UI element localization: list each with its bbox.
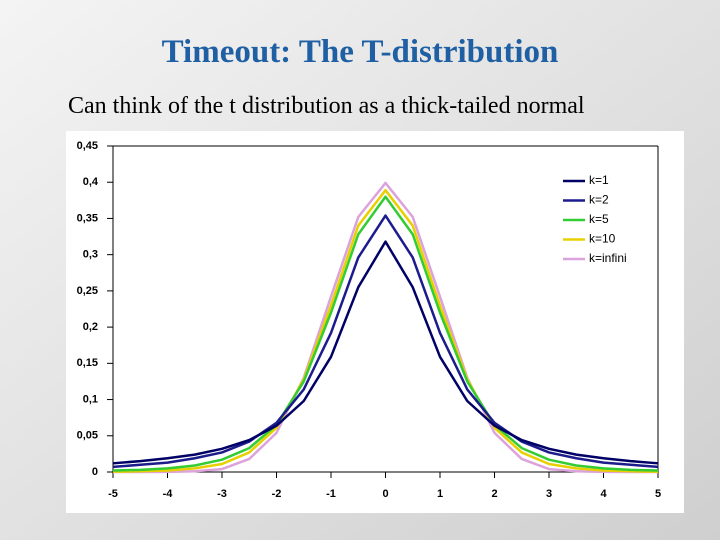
x-tick-label: -1 bbox=[326, 488, 336, 500]
legend-label: k=5 bbox=[589, 212, 609, 226]
y-tick-label: 0,35 bbox=[77, 212, 98, 224]
x-tick-label: 4 bbox=[600, 488, 607, 500]
x-tick-label: 2 bbox=[491, 488, 497, 500]
x-tick-label: 5 bbox=[655, 488, 661, 500]
slide-title: Timeout: The T-distribution bbox=[162, 34, 559, 70]
x-tick-label: 0 bbox=[382, 488, 388, 500]
legend-label: k=1 bbox=[589, 173, 609, 187]
series-line bbox=[112, 195, 659, 472]
y-tick-label: 0,1 bbox=[83, 393, 98, 405]
x-tick-label: -4 bbox=[163, 488, 174, 500]
legend-label: k=infini bbox=[589, 251, 627, 265]
y-tick-label: 0,3 bbox=[83, 249, 98, 261]
y-tick-label: 0,05 bbox=[77, 430, 98, 442]
series-line bbox=[113, 181, 658, 474]
y-tick-label: 0,4 bbox=[83, 176, 99, 188]
y-tick-label: 0,25 bbox=[77, 285, 98, 297]
x-tick-label: -5 bbox=[108, 488, 118, 500]
subtitle: Can think of the t distribution as a thi… bbox=[68, 93, 585, 119]
series-line bbox=[112, 214, 659, 469]
x-tick-label: 3 bbox=[546, 488, 552, 500]
legend-label: k=10 bbox=[589, 232, 616, 246]
x-tick-label: -3 bbox=[217, 488, 227, 500]
series-line bbox=[112, 188, 659, 473]
y-tick-label: 0 bbox=[92, 466, 98, 478]
y-tick-label: 0,2 bbox=[83, 321, 98, 333]
x-tick-label: 1 bbox=[437, 488, 443, 500]
series-line bbox=[112, 240, 659, 465]
legend-label: k=2 bbox=[589, 193, 609, 207]
y-tick-label: 0,45 bbox=[77, 140, 98, 152]
y-tick-label: 0,15 bbox=[77, 357, 98, 369]
x-tick-label: -2 bbox=[272, 488, 282, 500]
